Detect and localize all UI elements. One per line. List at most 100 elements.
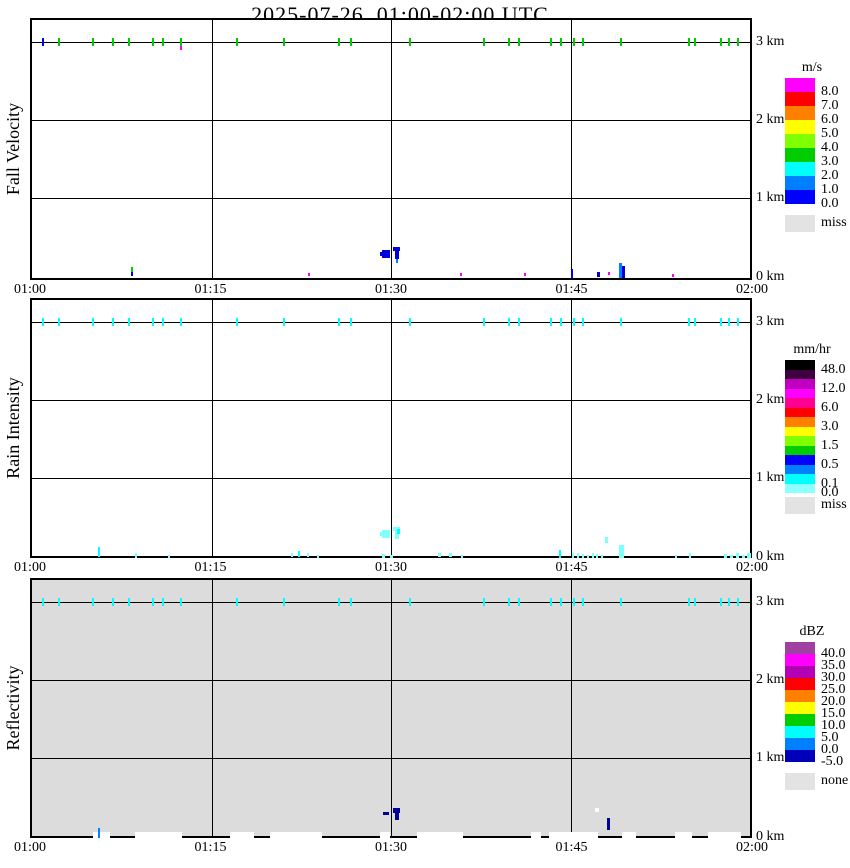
colorbar-unit: mm/hr: [793, 342, 831, 357]
colorbar-segment: [785, 445, 815, 455]
height-label: 1 km: [756, 750, 785, 765]
profile-tick: [518, 318, 520, 326]
profile-tick: [236, 318, 238, 326]
colorbar-segment: [785, 120, 815, 134]
height-label: 0 km: [756, 829, 785, 844]
gridline-vertical: [391, 300, 392, 556]
y-axis-title-rain-intensity: Rain Intensity: [3, 377, 23, 479]
profile-tick: [162, 318, 164, 326]
profile-tick: [350, 318, 352, 326]
profile-tick: [42, 318, 44, 326]
colorbar-miss-label: miss: [821, 215, 847, 230]
colorbar-segment: [785, 654, 815, 666]
data-mark: [42, 38, 44, 46]
data-mark: [93, 832, 110, 838]
data-mark: [382, 554, 385, 558]
colorbar-segment: [785, 455, 815, 465]
profile-tick: [728, 38, 730, 46]
profile-tick: [508, 598, 510, 606]
profile-tick: [560, 598, 562, 606]
profile-tick: [620, 318, 622, 326]
colorbar-segment: [785, 690, 815, 702]
gridline-vertical: [391, 580, 392, 836]
data-mark: [605, 537, 608, 543]
gridline-1km: [32, 198, 750, 199]
colorbar-tick-label: 8.0: [821, 84, 839, 99]
colorbar-segment: [785, 148, 815, 162]
colorbar-tick-label: 3.0: [821, 418, 839, 434]
data-mark: [135, 553, 137, 558]
time-axis-labels: 01:00 01:15 01:30 01:45 02:00: [14, 282, 768, 300]
data-mark: [724, 554, 727, 558]
colorbar-segment: [785, 483, 815, 493]
colorbar-segment: [785, 702, 815, 714]
data-mark: [380, 252, 382, 256]
profile-tick: [128, 38, 130, 46]
time-axis-labels: 01:00 01:15 01:30 01:45 02:00: [14, 560, 768, 578]
profile-tick: [582, 318, 584, 326]
height-label: 2 km: [756, 112, 785, 127]
profile-tick: [737, 318, 739, 326]
colorbar-segment: [785, 78, 815, 92]
colorbar-segment: [785, 360, 815, 370]
data-mark: [708, 832, 741, 838]
profile-tick: [550, 38, 552, 46]
time-label: 01:15: [194, 282, 227, 297]
colorbar-tick-label: 2.0: [821, 168, 839, 183]
profile-tick: [409, 318, 411, 326]
time-label: 01:30: [375, 282, 407, 297]
colorbar-tick-label: 5.0: [821, 126, 839, 141]
data-mark: [460, 273, 462, 276]
data-mark: [622, 832, 636, 838]
data-mark: [582, 554, 584, 558]
data-mark: [417, 832, 463, 838]
data-mark: [135, 832, 182, 838]
time-label: 01:00: [14, 840, 46, 855]
data-mark: [98, 547, 100, 557]
data-mark: [390, 555, 393, 558]
data-mark: [689, 553, 691, 558]
data-mark: [180, 46, 182, 50]
data-mark: [131, 272, 133, 276]
gridline-vertical: [570, 580, 572, 836]
gridline-vertical: [211, 20, 213, 278]
profile-tick: [582, 598, 584, 606]
colorbar-tick-label: 4.0: [821, 140, 839, 155]
height-label: 2 km: [756, 392, 785, 407]
gridline-3km: [32, 42, 750, 43]
profile-tick: [560, 318, 562, 326]
profile-tick: [694, 318, 696, 326]
data-mark: [230, 832, 254, 838]
data-mark: [592, 553, 594, 558]
profile-tick: [508, 38, 510, 46]
height-label: 0 km: [756, 549, 785, 564]
profile-tick: [409, 38, 411, 46]
colorbar-segment: [785, 726, 815, 738]
profile-tick: [58, 318, 60, 326]
profile-tick: [409, 598, 411, 606]
profile-tick: [728, 598, 730, 606]
height-label: 0 km: [756, 269, 785, 284]
time-label: 02:00: [736, 560, 768, 575]
profile-tick: [582, 38, 584, 46]
colorbar-tick-label: 1.0: [821, 182, 839, 197]
profile-tick: [518, 38, 520, 46]
data-mark: [607, 818, 610, 830]
data-mark: [393, 247, 400, 251]
colorbar-tick-label: 1.5: [821, 437, 839, 453]
plot-area-fall-velocity: [32, 20, 750, 278]
data-mark: [577, 553, 579, 558]
data-mark: [747, 553, 751, 558]
colorbar-segment: [785, 190, 815, 204]
profile-tick: [720, 38, 722, 46]
gridline-1km: [32, 478, 750, 479]
profile-tick: [128, 598, 130, 606]
profile-tick: [152, 318, 154, 326]
profile-tick: [58, 38, 60, 46]
data-mark: [571, 269, 573, 278]
colorbar-segment: [785, 407, 815, 417]
profile-tick: [180, 598, 182, 606]
colorbar-segment: [785, 750, 815, 762]
data-mark: [307, 553, 309, 557]
